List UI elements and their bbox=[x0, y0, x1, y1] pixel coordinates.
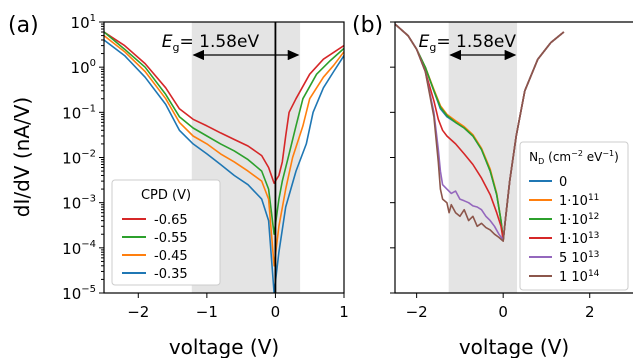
panel-label-b: (b) bbox=[352, 13, 383, 38]
y-tick-base-4: 10 bbox=[62, 104, 81, 122]
eg-annotation-a: Eg= 1.58eV bbox=[162, 32, 300, 61]
x-axis-label-b: voltage (V) bbox=[459, 335, 569, 358]
legend-a: CPD (V) -0.65 -0.55 -0.45 -0.35 bbox=[111, 179, 221, 286]
legend-label-main-b-2: 1·10 bbox=[559, 213, 588, 228]
x-tick-label-b-2: 2 bbox=[585, 303, 595, 321]
series-line-b-5 bbox=[395, 23, 565, 242]
y-tick-exp-3: −2 bbox=[81, 149, 96, 160]
y-tick-exp-0: −5 bbox=[81, 284, 96, 295]
eg-value-b: = 1.58eV bbox=[436, 32, 516, 52]
legend-label-main-b-4: 5 10 bbox=[559, 251, 588, 266]
y-tick-label-5: 100 bbox=[71, 58, 96, 77]
legend-label-a-1: -0.55 bbox=[154, 231, 188, 246]
series-line-a-3 bbox=[104, 39, 344, 293]
legend-label-main-b-1: 1·10 bbox=[559, 194, 588, 209]
eg-symbol-b: E bbox=[419, 32, 430, 52]
legend-title-main-b: N bbox=[529, 150, 538, 164]
legend-label-b-1: 1·1011 bbox=[559, 193, 599, 209]
legend-label-b-3: 1·1013 bbox=[559, 231, 599, 247]
series-line-a-1 bbox=[104, 31, 344, 235]
legend-label-main-b-0: 0 bbox=[559, 175, 567, 190]
y-tick-label-6: 101 bbox=[71, 13, 96, 32]
x-tick-label-a-1: −1 bbox=[196, 303, 218, 321]
x-tick-label-a-0: −2 bbox=[127, 303, 149, 321]
eg-sub-b: g bbox=[429, 41, 436, 54]
legend-label-a-0: -0.65 bbox=[154, 213, 188, 228]
legend-label-sup-b-1: 11 bbox=[588, 193, 599, 203]
panel-b: −2 0 2 Eg= 1.58eV (b) voltage (V) ND (cm−2… bbox=[352, 13, 633, 358]
series-line-a-0 bbox=[104, 31, 344, 184]
legend-label-sup-b-4: 13 bbox=[588, 250, 599, 260]
bandgap-band-b bbox=[448, 22, 518, 293]
x-tick-label-a-2: 0 bbox=[271, 303, 281, 321]
panel-label-a: (a) bbox=[8, 13, 39, 38]
series-line-a-2 bbox=[104, 34, 344, 267]
legend-title-exp2-b: −1 bbox=[602, 149, 614, 158]
y-tick-label-0: 10−5 bbox=[62, 284, 96, 303]
legend-title-b: ND (cm−2 eV−1) bbox=[529, 149, 619, 166]
legend-title-unit-b: (cm bbox=[544, 150, 571, 164]
legend-title-mid-b: eV bbox=[583, 150, 603, 164]
legend-title-sub-b: D bbox=[538, 157, 544, 166]
y-tick-base-1: 10 bbox=[62, 240, 81, 258]
legend-label-b-0: 0 bbox=[559, 175, 567, 190]
legend-label-main-b-3: 1·10 bbox=[559, 232, 588, 247]
y-tick-label-2: 10−3 bbox=[62, 194, 96, 213]
x-tick-label-a-3: 1 bbox=[339, 303, 349, 321]
ticks-b: −2 0 2 bbox=[390, 21, 595, 321]
legend-label-a-3: -0.35 bbox=[154, 267, 188, 282]
eg-annotation-b: Eg= 1.58eV bbox=[419, 32, 517, 61]
y-tick-base-5: 10 bbox=[71, 59, 90, 77]
x-tick-label-b-0: −2 bbox=[406, 303, 428, 321]
legend-label-b-5: 1 1014 bbox=[559, 269, 600, 285]
eg-label-a: Eg= 1.58eV bbox=[162, 32, 260, 54]
eg-symbol-a: E bbox=[162, 32, 173, 52]
y-tick-base-6: 10 bbox=[71, 14, 90, 32]
series-group-a bbox=[104, 31, 344, 293]
x-axis-label-a: voltage (V) bbox=[169, 335, 279, 358]
legend-label-sup-b-2: 12 bbox=[588, 212, 599, 222]
y-tick-base-0: 10 bbox=[62, 285, 81, 303]
eg-value-a: = 1.58eV bbox=[180, 32, 260, 52]
y-tick-label-3: 10−2 bbox=[62, 149, 96, 168]
legend-box-b bbox=[519, 141, 629, 291]
y-axis-label: dI/dV (nA/V) bbox=[10, 97, 34, 217]
eg-label-b: Eg= 1.58eV bbox=[419, 32, 517, 54]
y-tick-exp-2: −3 bbox=[81, 194, 96, 205]
legend-title-end-b: ) bbox=[614, 150, 619, 164]
y-tick-label-4: 10−1 bbox=[62, 103, 96, 122]
y-tick-base-2: 10 bbox=[62, 195, 81, 213]
legend-label-sup-b-3: 13 bbox=[588, 231, 599, 241]
y-tick-exp-5: 0 bbox=[90, 58, 96, 69]
legend-label-b-2: 1·1012 bbox=[559, 212, 599, 228]
y-tick-exp-4: −1 bbox=[81, 103, 96, 114]
legend-label-main-b-5: 1 10 bbox=[559, 270, 588, 285]
legend-title-a: CPD (V) bbox=[141, 188, 191, 203]
legend-label-b-4: 5 1013 bbox=[559, 250, 599, 266]
eg-sub-a: g bbox=[173, 41, 180, 54]
legend-label-a-2: -0.45 bbox=[154, 249, 188, 264]
x-tick-label-b-1: 0 bbox=[498, 303, 508, 321]
series-group-b bbox=[395, 23, 565, 242]
legend-box-a bbox=[111, 179, 221, 286]
y-tick-exp-1: −4 bbox=[81, 239, 96, 250]
legend-title-exp1-b: −2 bbox=[571, 149, 583, 158]
y-tick-label-1: 10−4 bbox=[62, 239, 96, 258]
legend-label-sup-b-5: 14 bbox=[588, 269, 600, 279]
y-tick-base-3: 10 bbox=[62, 150, 81, 168]
y-tick-exp-6: 1 bbox=[90, 13, 96, 24]
